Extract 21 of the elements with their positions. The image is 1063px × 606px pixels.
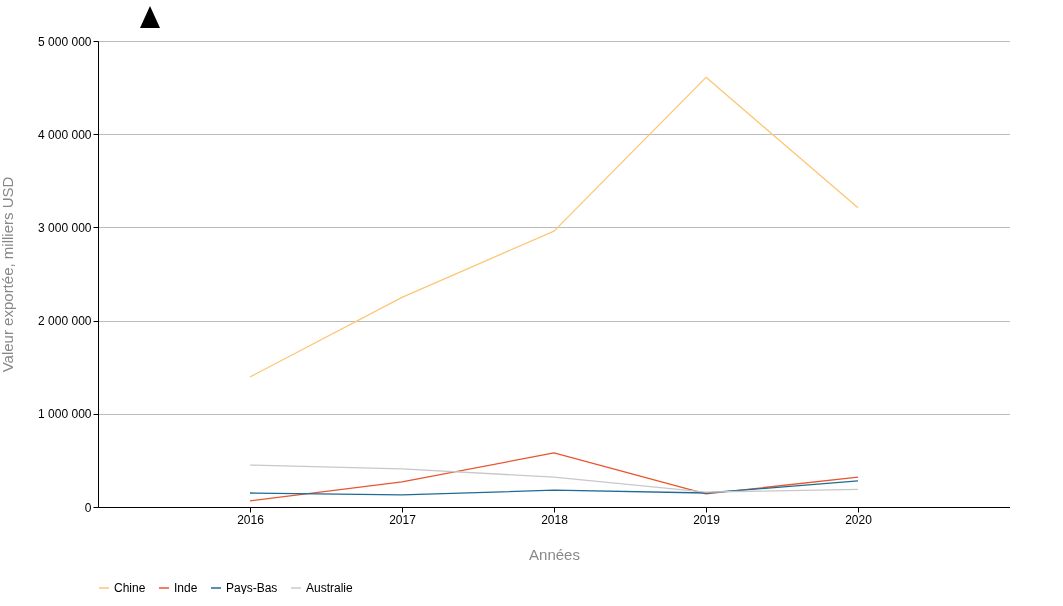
y-tick-label: 2 000 000 [38,314,92,329]
y-tick-label: 3 000 000 [38,220,92,235]
x-tick-label: 2019 [693,512,721,527]
x-tick-label: 2018 [541,512,569,527]
legend-label: Inde [174,581,198,595]
legend-label: Australie [306,581,354,595]
x-tick-label: 2020 [845,512,873,527]
y-tick-label: 0 [84,500,92,515]
y-axis-title: Valeur exportée, milliers USD [0,176,17,373]
legend-label: Pays-Bas [226,581,278,595]
x-tick-label: 2017 [389,512,417,527]
y-tick-label: 5 000 000 [38,34,92,49]
line-series [249,76,859,378]
line-series [249,464,859,493]
y-tick-label: 4 000 000 [38,127,92,142]
x-axis-title: Années [529,545,580,563]
x-tick-label: 2016 [237,512,265,527]
legend-label: Chine [114,581,146,595]
line-series [249,480,859,496]
line-series [249,452,859,502]
y-tick-label: 1 000 000 [38,407,92,422]
